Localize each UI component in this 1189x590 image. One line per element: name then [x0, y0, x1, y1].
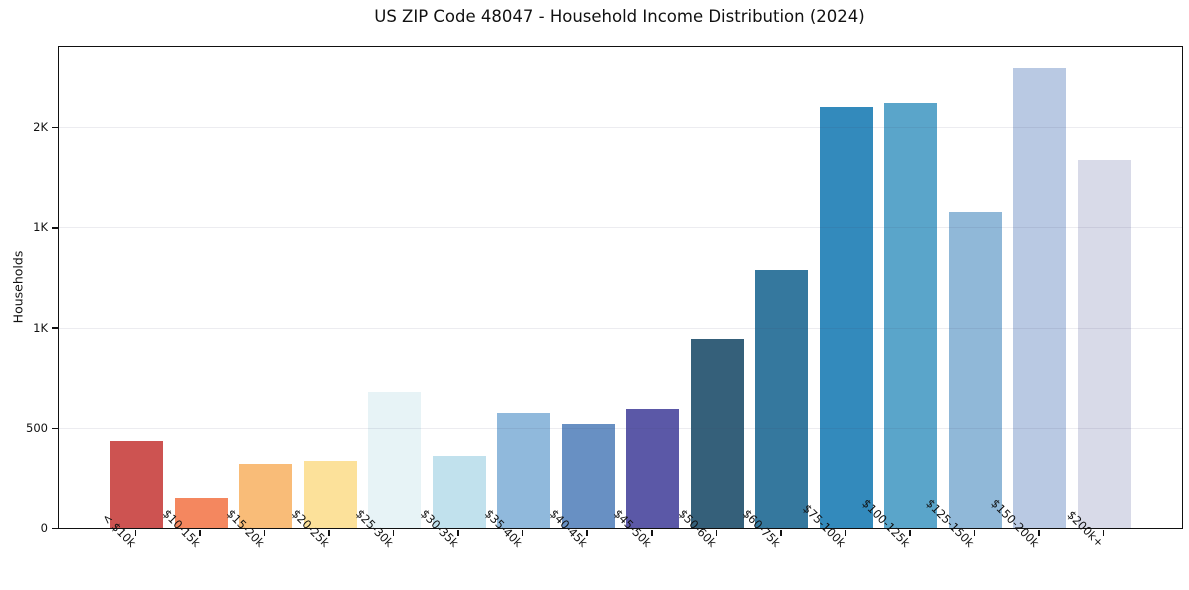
y-tick-mark	[51, 126, 58, 129]
bar-$200k+	[1078, 160, 1131, 528]
x-tick-mark	[586, 530, 588, 536]
gridline-1K	[59, 227, 1182, 229]
y-tick-label: 500	[26, 420, 48, 435]
bar-$10-15k	[174, 497, 228, 528]
bar-$125-150k	[948, 212, 1002, 528]
x-tick-mark	[844, 530, 847, 536]
bar-$100-125k	[884, 103, 938, 528]
gridline-1K	[59, 327, 1182, 329]
y-tick-label: 0	[40, 521, 48, 535]
bar-$40-45k	[561, 423, 615, 528]
x-tick-mark	[263, 530, 266, 536]
bar-$35-40k	[497, 412, 551, 528]
x-tick-mark	[1038, 530, 1040, 536]
y-tick-label: 2K	[33, 120, 48, 135]
x-tick-mark	[134, 530, 137, 536]
x-tick-mark	[651, 530, 653, 536]
y-tick-label: 1K	[33, 220, 48, 235]
x-tick-mark	[715, 530, 718, 536]
bar-$20-25k	[303, 460, 357, 528]
bar-$60-75k	[755, 270, 809, 528]
gridline-2K	[59, 127, 1182, 129]
gridline-500	[59, 427, 1182, 429]
x-tick-mark	[457, 530, 459, 536]
x-tick-mark	[909, 530, 911, 536]
x-tick-mark	[328, 530, 330, 536]
x-tick-mark	[973, 530, 976, 536]
y-tick-mark	[51, 527, 58, 530]
bar-$25-30k	[368, 391, 422, 528]
y-axis-label: Households	[10, 250, 26, 324]
y-tick-mark	[51, 227, 58, 229]
bar-$75-100k	[819, 107, 873, 528]
chart-title: US ZIP Code 48047 - Household Income Dis…	[374, 7, 865, 26]
plot-area	[58, 46, 1183, 529]
x-tick-mark	[1102, 530, 1105, 536]
x-tick-mark	[392, 530, 395, 536]
y-tick-mark	[51, 427, 58, 430]
y-tick-label: 1K	[33, 320, 48, 335]
bar-$45-50k	[626, 408, 680, 528]
bar-< $10k	[110, 440, 163, 528]
bar-$150-200k	[1013, 68, 1067, 528]
y-tick-mark	[51, 327, 58, 329]
bar-$50-60k	[690, 338, 744, 528]
x-tick-mark	[199, 530, 201, 536]
x-tick-mark	[780, 530, 782, 536]
bar-$15-20k	[239, 463, 293, 528]
bar-$30-35k	[432, 455, 486, 528]
x-tick-mark	[521, 530, 524, 536]
